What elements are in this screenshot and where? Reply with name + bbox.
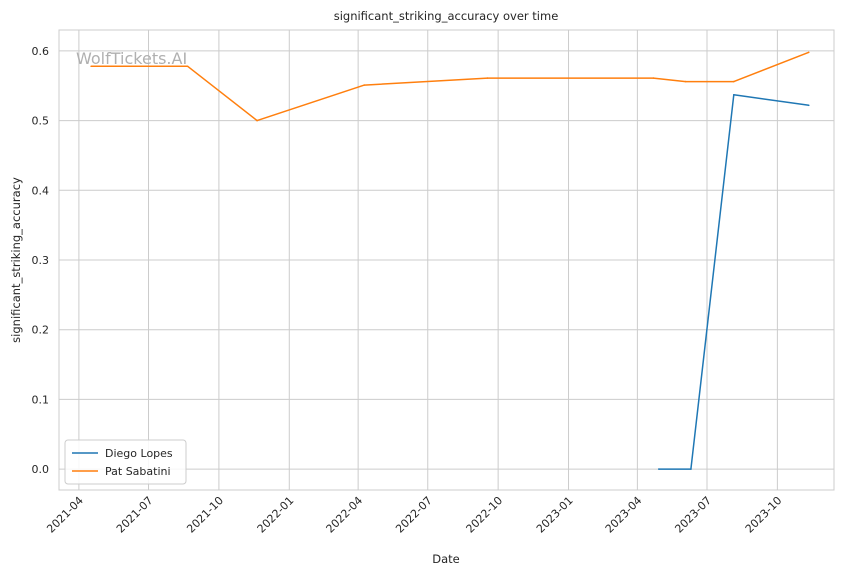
x-tick-label: 2021-07 bbox=[114, 494, 156, 536]
data-point-diego-lopes bbox=[807, 104, 810, 107]
data-point-pat-sabatini bbox=[363, 84, 366, 86]
x-tick-label: 2022-01 bbox=[255, 494, 297, 536]
legend-box bbox=[64, 439, 187, 485]
data-point-pat-sabatini bbox=[684, 80, 687, 83]
y-tick-label: 0.2 bbox=[32, 324, 50, 337]
x-tick-label: 2022-07 bbox=[393, 494, 435, 536]
x-tick-label: 2023-10 bbox=[743, 494, 785, 536]
x-tick-label: 2023-04 bbox=[603, 494, 645, 536]
data-point-pat-sabatini bbox=[652, 77, 655, 79]
x-tick-label: 2021-04 bbox=[44, 494, 86, 536]
y-tick-label: 0.6 bbox=[32, 45, 50, 58]
data-point-pat-sabatini bbox=[732, 80, 735, 83]
y-tick-label: 0.4 bbox=[32, 184, 50, 197]
x-axis-title: Date bbox=[432, 552, 460, 566]
y-tick-label: 0.0 bbox=[32, 463, 50, 476]
x-tick-label: 2021-10 bbox=[184, 494, 226, 536]
y-tick-label: 0.5 bbox=[32, 115, 50, 128]
x-tick-label: 2023-01 bbox=[534, 494, 576, 536]
data-point-diego-lopes bbox=[690, 468, 692, 470]
x-tick-label: 2022-04 bbox=[324, 494, 366, 536]
watermark: WolfTickets.AI bbox=[76, 49, 187, 68]
data-point-diego-lopes bbox=[732, 94, 735, 96]
legend: Diego Lopes Pat Sabatini bbox=[64, 439, 187, 485]
grid bbox=[59, 30, 834, 490]
x-axis: 2021-04 2021-07 2021-10 2022-01 2022-04 2022-… bbox=[44, 494, 784, 536]
legend-label-diego-lopes: Diego Lopes bbox=[105, 447, 173, 460]
data-point-pat-sabatini bbox=[256, 119, 258, 122]
data-point-diego-lopes bbox=[658, 468, 660, 470]
chart-title: significant_striking_accuracy over time bbox=[334, 9, 559, 23]
y-axis-title: significant_striking_accuracy bbox=[9, 177, 23, 343]
data-point-pat-sabatini bbox=[90, 65, 92, 68]
y-tick-label: 0.3 bbox=[32, 254, 50, 267]
data-point-pat-sabatini bbox=[486, 77, 489, 79]
series-line-diego-lopes bbox=[658, 94, 809, 470]
x-tick-label: 2022-10 bbox=[464, 494, 506, 536]
data-point-pat-sabatini bbox=[807, 51, 810, 54]
y-axis: 0.0 0.1 0.2 0.3 0.4 0.5 0.6 bbox=[32, 45, 50, 476]
series-layer bbox=[90, 51, 810, 470]
data-point-pat-sabatini bbox=[186, 65, 189, 68]
legend-label-pat-sabatini: Pat Sabatini bbox=[105, 465, 171, 478]
y-tick-label: 0.1 bbox=[32, 393, 50, 406]
x-tick-label: 2023-07 bbox=[672, 494, 714, 536]
